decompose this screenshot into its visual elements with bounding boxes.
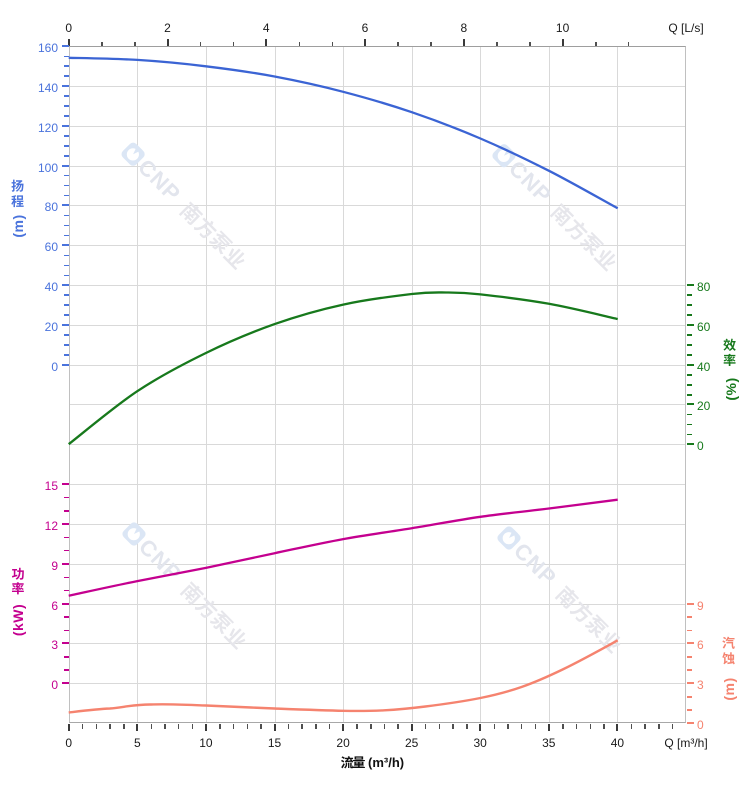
svg-text:CNP: CNP: [133, 154, 186, 207]
svg-text:CNP: CNP: [134, 534, 187, 587]
svg-text:CNP: CNP: [509, 538, 562, 591]
svg-text:CNP: CNP: [504, 156, 557, 209]
